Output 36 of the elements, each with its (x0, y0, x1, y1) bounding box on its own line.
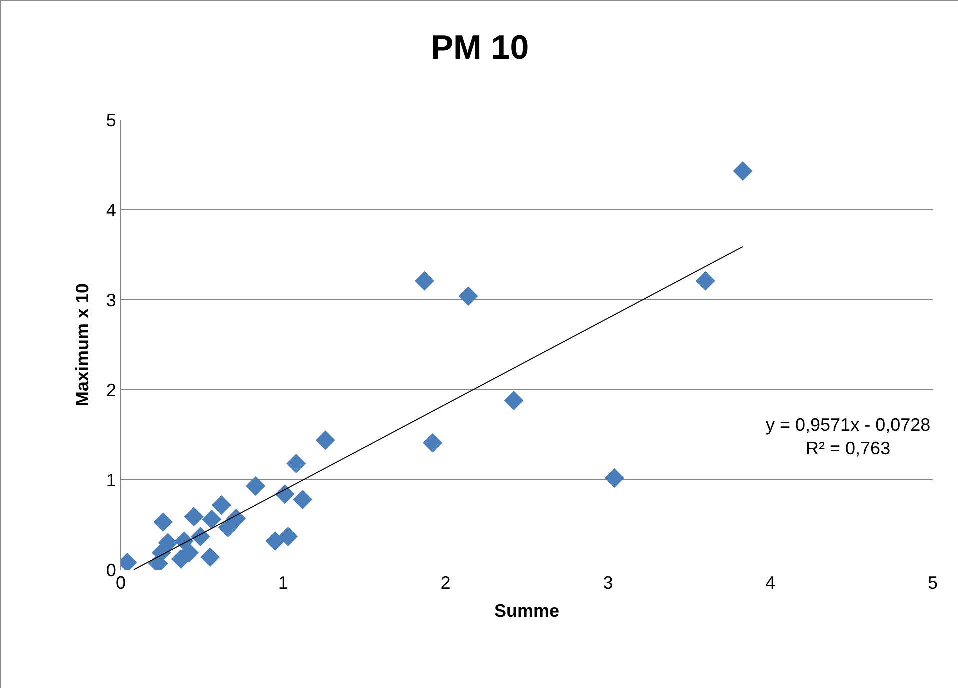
x-tick-label: 2 (440, 573, 451, 593)
y-tick-label: 3 (106, 290, 116, 310)
annotation: y = 0,9571x - 0,0728 R² = 0,763 (766, 415, 931, 458)
point (278, 526, 298, 546)
y-tick-label: 1 (106, 470, 116, 490)
point (246, 476, 266, 496)
x-tick-label: 3 (603, 573, 614, 593)
point (226, 508, 246, 528)
x-axis-title: Summe (494, 601, 560, 622)
point (423, 433, 443, 453)
y-tick-label: 2 (106, 380, 116, 400)
point (153, 512, 173, 532)
point (504, 391, 524, 411)
point (190, 526, 210, 546)
point (266, 531, 286, 551)
point (604, 468, 624, 488)
y-tick-label: 5 (106, 110, 116, 130)
point (286, 454, 306, 474)
point (316, 430, 336, 450)
point (414, 271, 434, 291)
point (458, 286, 478, 306)
point (733, 162, 753, 182)
y-tick-label: 4 (106, 200, 116, 220)
point (200, 548, 220, 568)
x-tick-label: 5 (928, 573, 938, 593)
x-tick-label: 1 (278, 573, 288, 593)
y-axis-title: Maximum x 10 (72, 283, 93, 407)
chart-title: PM 10 (430, 29, 530, 68)
y-tick-label: 0 (106, 560, 116, 580)
point (275, 484, 295, 504)
point (184, 507, 204, 527)
point (293, 490, 313, 510)
x-tick-label: 4 (766, 573, 776, 593)
point (696, 271, 716, 291)
point (202, 510, 222, 530)
point (212, 495, 232, 515)
